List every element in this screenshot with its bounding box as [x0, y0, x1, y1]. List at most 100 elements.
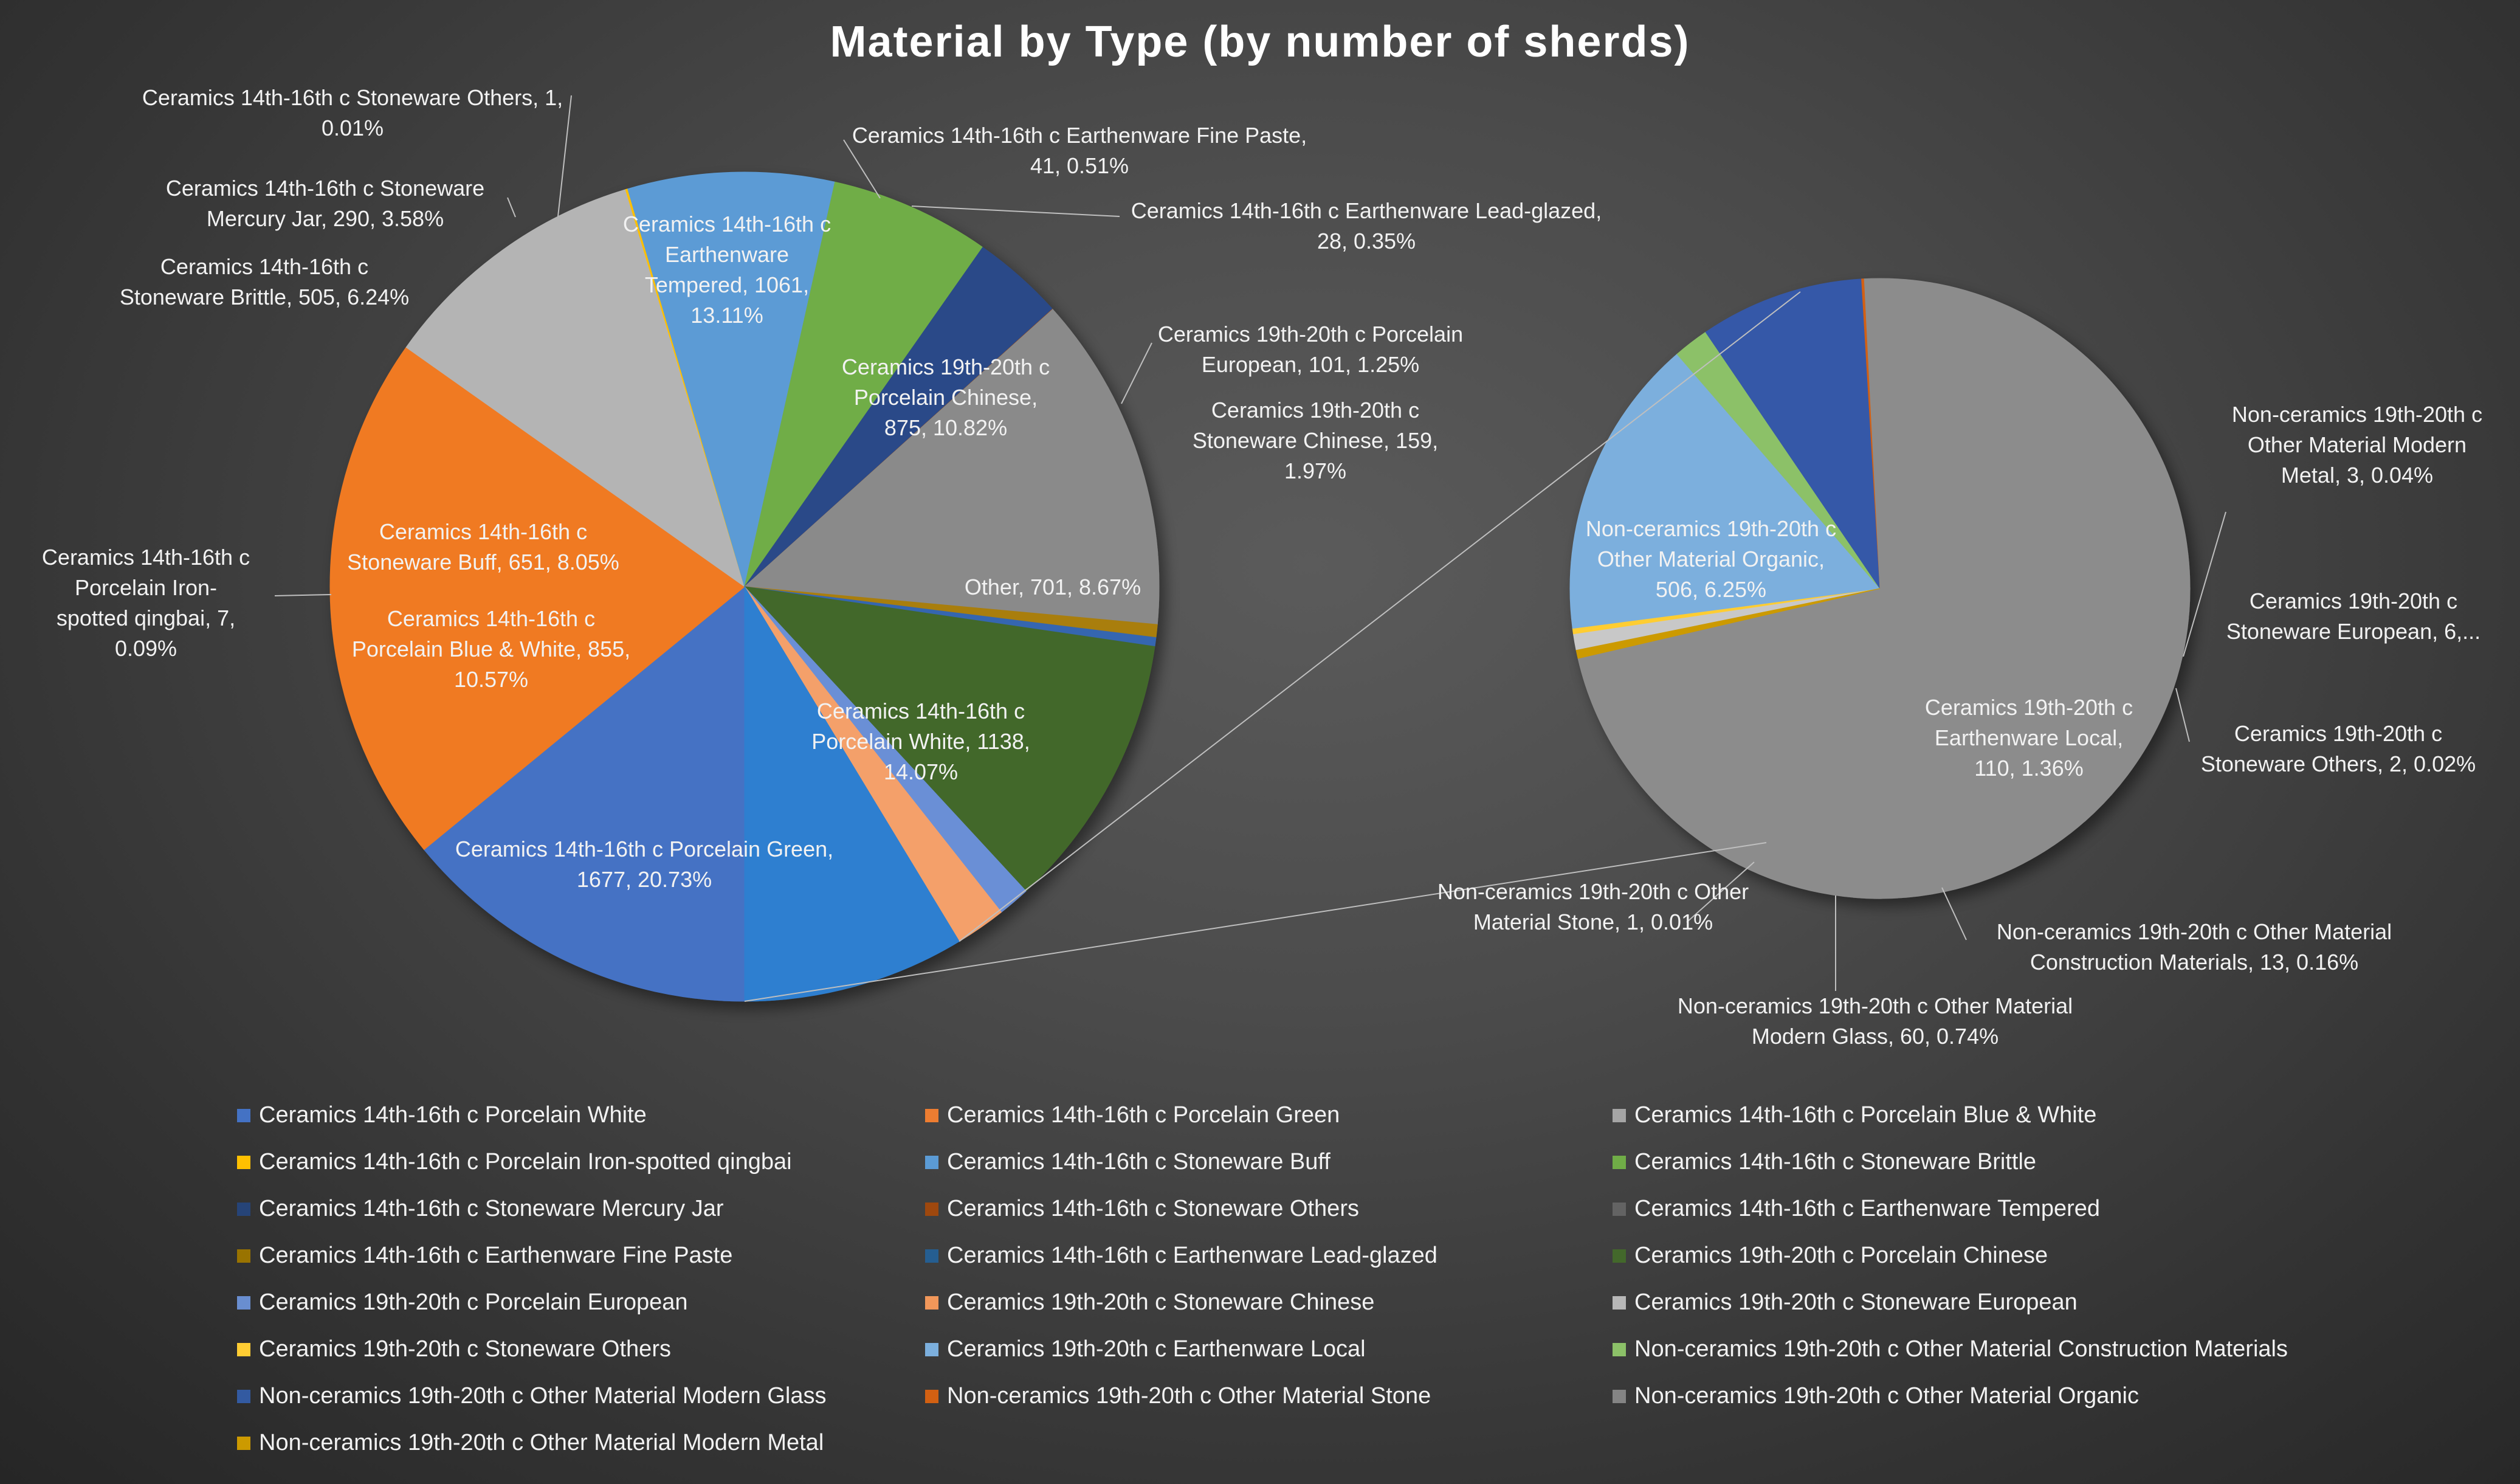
- legend-item-non-ceramics-19th-20th-c-other-material-modern-glass[interactable]: Non-ceramics 19th-20th c Other Material …: [237, 1383, 826, 1409]
- legend-swatch: [1613, 1108, 1626, 1122]
- main-slice-ceramics-19th-20th-c-porcelain-chinese[interactable]: [743, 586, 1155, 892]
- legend-label: Ceramics 19th-20th c Stoneware European: [1634, 1289, 2078, 1315]
- legend-item-ceramics-14th-16th-c-earthenware-tempered[interactable]: Ceramics 14th-16th c Earthenware Tempere…: [1613, 1196, 2100, 1222]
- legend-item-ceramics-19th-20th-c-earthenware-local[interactable]: Ceramics 19th-20th c Earthenware Local: [925, 1336, 1366, 1362]
- main-data-label-line: 0.09%: [115, 636, 177, 661]
- main-data-label-ceramics-14th-16th-c-porcelain-iron-spotted-qingbai: Ceramics 14th-16th c Porcelain Iron-spott…: [42, 545, 250, 661]
- main-data-label-line: Ceramics 14th-16th c: [817, 699, 1025, 723]
- legend-item-non-ceramics-19th-20th-c-other-material-organic[interactable]: Non-ceramics 19th-20th c Other Material …: [1613, 1383, 2139, 1409]
- legend-item-ceramics-14th-16th-c-stoneware-buff[interactable]: Ceramics 14th-16th c Stoneware Buff: [925, 1149, 1331, 1175]
- main-data-label-other: Other, 701, 8.67%: [965, 575, 1141, 599]
- legend-swatch: [925, 1249, 938, 1263]
- main-data-label-line: Stoneware Chinese, 159,: [1193, 428, 1438, 453]
- main-data-label-line: Ceramics 14th-16th c Stoneware Others, 1…: [142, 85, 563, 110]
- legend-item-ceramics-19th-20th-c-stoneware-chinese[interactable]: Ceramics 19th-20th c Stoneware Chinese: [925, 1289, 1374, 1316]
- main-slice-ceramics-14th-16th-c-porcelain-blue-and-white[interactable]: [405, 189, 745, 588]
- legend-label: Ceramics 14th-16th c Earthenware Lead-gl…: [947, 1243, 1437, 1268]
- main-data-label-line: European, 101, 1.25%: [1202, 352, 1419, 377]
- main-data-label-ceramics-19th-20th-c-porcelain-chinese: Ceramics 19th-20th c Porcelain Chinese, 87…: [842, 354, 1050, 440]
- main-data-label-line: Ceramics 14th-16th c Stoneware: [166, 176, 484, 201]
- main-data-label-line: 28, 0.35%: [1317, 229, 1416, 254]
- secondary-data-label-line: Non-ceramics 19th-20th c: [2232, 402, 2482, 427]
- legend-item-non-ceramics-19th-20th-c-other-material-stone[interactable]: Non-ceramics 19th-20th c Other Material …: [925, 1383, 1431, 1409]
- main-slice-ceramics-14th-16th-c-stoneware-buff[interactable]: [627, 171, 836, 588]
- legend-label: Non-ceramics 19th-20th c Other Material …: [259, 1383, 827, 1409]
- main-data-label-line: Mercury Jar, 290, 3.58%: [207, 206, 444, 231]
- legend-swatch: [1613, 1342, 1626, 1356]
- legend-label: Ceramics 14th-16th c Stoneware Buff: [947, 1149, 1331, 1175]
- main-data-label-line: Stoneware Buff, 651, 8.05%: [347, 550, 619, 575]
- legend-swatch: [1613, 1296, 1626, 1310]
- secondary-slice-ceramics-19th-20th-c-earthenware-local[interactable]: [1569, 353, 1881, 629]
- main-data-label-line: Ceramics 14th-16th c: [623, 212, 831, 236]
- connector-line-top: [959, 291, 1801, 942]
- main-data-label-line: Ceramics 14th-16th c: [42, 545, 250, 570]
- legend-item-ceramics-14th-16th-c-stoneware-brittle[interactable]: Ceramics 14th-16th c Stoneware Brittle: [1613, 1149, 2036, 1175]
- main-slice-other[interactable]: [744, 585, 960, 1002]
- main-slice-ceramics-14th-16th-c-earthenware-tempered[interactable]: [743, 309, 1160, 625]
- main-data-label-line: 0.01%: [322, 116, 384, 140]
- main-data-label-line: Tempered, 1061,: [645, 272, 809, 297]
- main-leader-ceramics-14th-16th-c-stoneware-others: [557, 95, 572, 217]
- main-data-label-ceramics-14th-16th-c-stoneware-others: Ceramics 14th-16th c Stoneware Others, 1…: [142, 85, 563, 140]
- main-data-label-line: Ceramics 14th-16th c: [160, 254, 368, 279]
- main-data-label-line: Ceramics 14th-16th c Earthenware Lead-gl…: [1131, 198, 1602, 223]
- secondary-data-label-ceramics-19th-20th-c-stoneware-european: Ceramics 19th-20th c Stoneware European, …: [2226, 588, 2480, 644]
- legend-item-ceramics-14th-16th-c-earthenware-fine-paste[interactable]: Ceramics 14th-16th c Earthenware Fine Pa…: [237, 1243, 732, 1269]
- main-slice-ceramics-14th-16th-c-porcelain-white[interactable]: [423, 585, 745, 1002]
- main-data-label-line: 13.11%: [690, 303, 763, 328]
- main-data-label-ceramics-14th-16th-c-stoneware-buff: Ceramics 14th-16th c Stoneware Buff, 651,…: [347, 519, 619, 575]
- main-data-label-ceramics-14th-16th-c-earthenware-fine-paste: Ceramics 14th-16th c Earthenware Fine Pa…: [852, 123, 1307, 178]
- legend-item-ceramics-14th-16th-c-porcelain-white[interactable]: Ceramics 14th-16th c Porcelain White: [237, 1102, 647, 1128]
- secondary-data-label-line: Ceramics 19th-20th c: [2234, 721, 2442, 746]
- main-data-label-line: 1.97%: [1284, 458, 1346, 483]
- legend-item-ceramics-14th-16th-c-earthenware-lead-glazed[interactable]: Ceramics 14th-16th c Earthenware Lead-gl…: [925, 1243, 1437, 1269]
- main-data-label-ceramics-14th-16th-c-porcelain-green: Ceramics 14th-16th c Porcelain Green, 167…: [455, 837, 833, 892]
- legend-item-ceramics-14th-16th-c-porcelain-green[interactable]: Ceramics 14th-16th c Porcelain Green: [925, 1102, 1340, 1128]
- main-slice-ceramics-14th-16th-c-porcelain-green[interactable]: [329, 347, 745, 851]
- legend-label: Ceramics 14th-16th c Earthenware Tempere…: [1634, 1196, 2101, 1221]
- secondary-data-label-line: Other Material Modern: [2248, 432, 2467, 457]
- legend-swatch: [237, 1249, 250, 1263]
- legend-swatch: [1613, 1389, 1626, 1403]
- legend-swatch: [1613, 1202, 1626, 1216]
- legend-item-ceramics-14th-16th-c-stoneware-others[interactable]: Ceramics 14th-16th c Stoneware Others: [925, 1196, 1359, 1222]
- legend-item-ceramics-19th-20th-c-porcelain-chinese[interactable]: Ceramics 19th-20th c Porcelain Chinese: [1613, 1243, 2048, 1269]
- legend-item-ceramics-19th-20th-c-porcelain-european[interactable]: Ceramics 19th-20th c Porcelain European: [237, 1289, 688, 1316]
- legend-swatch: [925, 1296, 938, 1310]
- legend-swatch: [925, 1108, 938, 1122]
- legend-item-ceramics-14th-16th-c-porcelain-blue-and-white[interactable]: Ceramics 14th-16th c Porcelain Blue & Wh…: [1613, 1102, 2096, 1128]
- legend-item-non-ceramics-19th-20th-c-other-material-construction-materials[interactable]: Non-ceramics 19th-20th c Other Material …: [1613, 1336, 2288, 1362]
- legend-swatch: [237, 1342, 250, 1356]
- legend-item-non-ceramics-19th-20th-c-other-material-modern-metal[interactable]: Non-ceramics 19th-20th c Other Material …: [237, 1430, 824, 1456]
- secondary-data-label-line: 506, 6.25%: [1656, 577, 1766, 602]
- secondary-slice-non-ceramics-19th-20th-c-other-material-organic[interactable]: [1577, 278, 2191, 899]
- main-data-label-ceramics-14th-16th-c-porcelain-white: Ceramics 14th-16th c Porcelain White, 113…: [811, 699, 1030, 784]
- legend-item-ceramics-14th-16th-c-porcelain-iron-spotted-qingbai[interactable]: Ceramics 14th-16th c Porcelain Iron-spot…: [237, 1149, 792, 1175]
- legend-item-ceramics-14th-16th-c-stoneware-mercury-jar[interactable]: Ceramics 14th-16th c Stoneware Mercury J…: [237, 1196, 724, 1222]
- main-data-label-ceramics-14th-16th-c-earthenware-lead-glazed: Ceramics 14th-16th c Earthenware Lead-gl…: [1131, 198, 1602, 254]
- main-leader-ceramics-19th-20th-c-porcelain-european: [1121, 342, 1152, 404]
- legend-label: Ceramics 14th-16th c Porcelain Green: [947, 1102, 1340, 1128]
- secondary-slice-non-ceramics-19th-20th-c-other-material-modern-glass[interactable]: [1705, 278, 1881, 590]
- legend-swatch: [237, 1436, 250, 1450]
- secondary-data-label-non-ceramics-19th-20th-c-other-material-modern-metal: Non-ceramics 19th-20th c Other Material M…: [2232, 402, 2482, 488]
- legend-label: Non-ceramics 19th-20th c Other Material …: [947, 1383, 1431, 1409]
- legend-swatch: [237, 1108, 250, 1122]
- legend-item-ceramics-19th-20th-c-stoneware-others[interactable]: Ceramics 19th-20th c Stoneware Others: [237, 1336, 671, 1362]
- legend-item-ceramics-19th-20th-c-stoneware-european[interactable]: Ceramics 19th-20th c Stoneware European: [1613, 1289, 2078, 1316]
- secondary-data-label-ceramics-19th-20th-c-stoneware-others: Ceramics 19th-20th c Stoneware Others, 2,…: [2201, 721, 2476, 776]
- legend-label: Ceramics 19th-20th c Stoneware Others: [259, 1336, 671, 1362]
- legend-swatch: [1613, 1249, 1626, 1263]
- legend-swatch: [237, 1155, 250, 1169]
- main-data-label-ceramics-19th-20th-c-stoneware-chinese: Ceramics 19th-20th c Stoneware Chinese, 1…: [1193, 398, 1438, 483]
- main-data-label-ceramics-14th-16th-c-stoneware-brittle: Ceramics 14th-16th c Stoneware Brittle, 5…: [120, 254, 409, 309]
- main-slice-ceramics-14th-16th-c-stoneware-brittle[interactable]: [744, 181, 983, 587]
- main-data-label-line: Ceramics 14th-16th c Porcelain Green,: [455, 837, 833, 861]
- secondary-data-label-line: Ceramics 19th-20th c: [2250, 588, 2457, 613]
- secondary-data-label-non-ceramics-19th-20th-c-other-material-modern-glass: Non-ceramics 19th-20th c Other Material M…: [1678, 993, 2073, 1049]
- legend-label: Ceramics 14th-16th c Stoneware Brittle: [1634, 1149, 2037, 1175]
- secondary-slice-non-ceramics-19th-20th-c-other-material-modern-metal[interactable]: [1575, 588, 1881, 659]
